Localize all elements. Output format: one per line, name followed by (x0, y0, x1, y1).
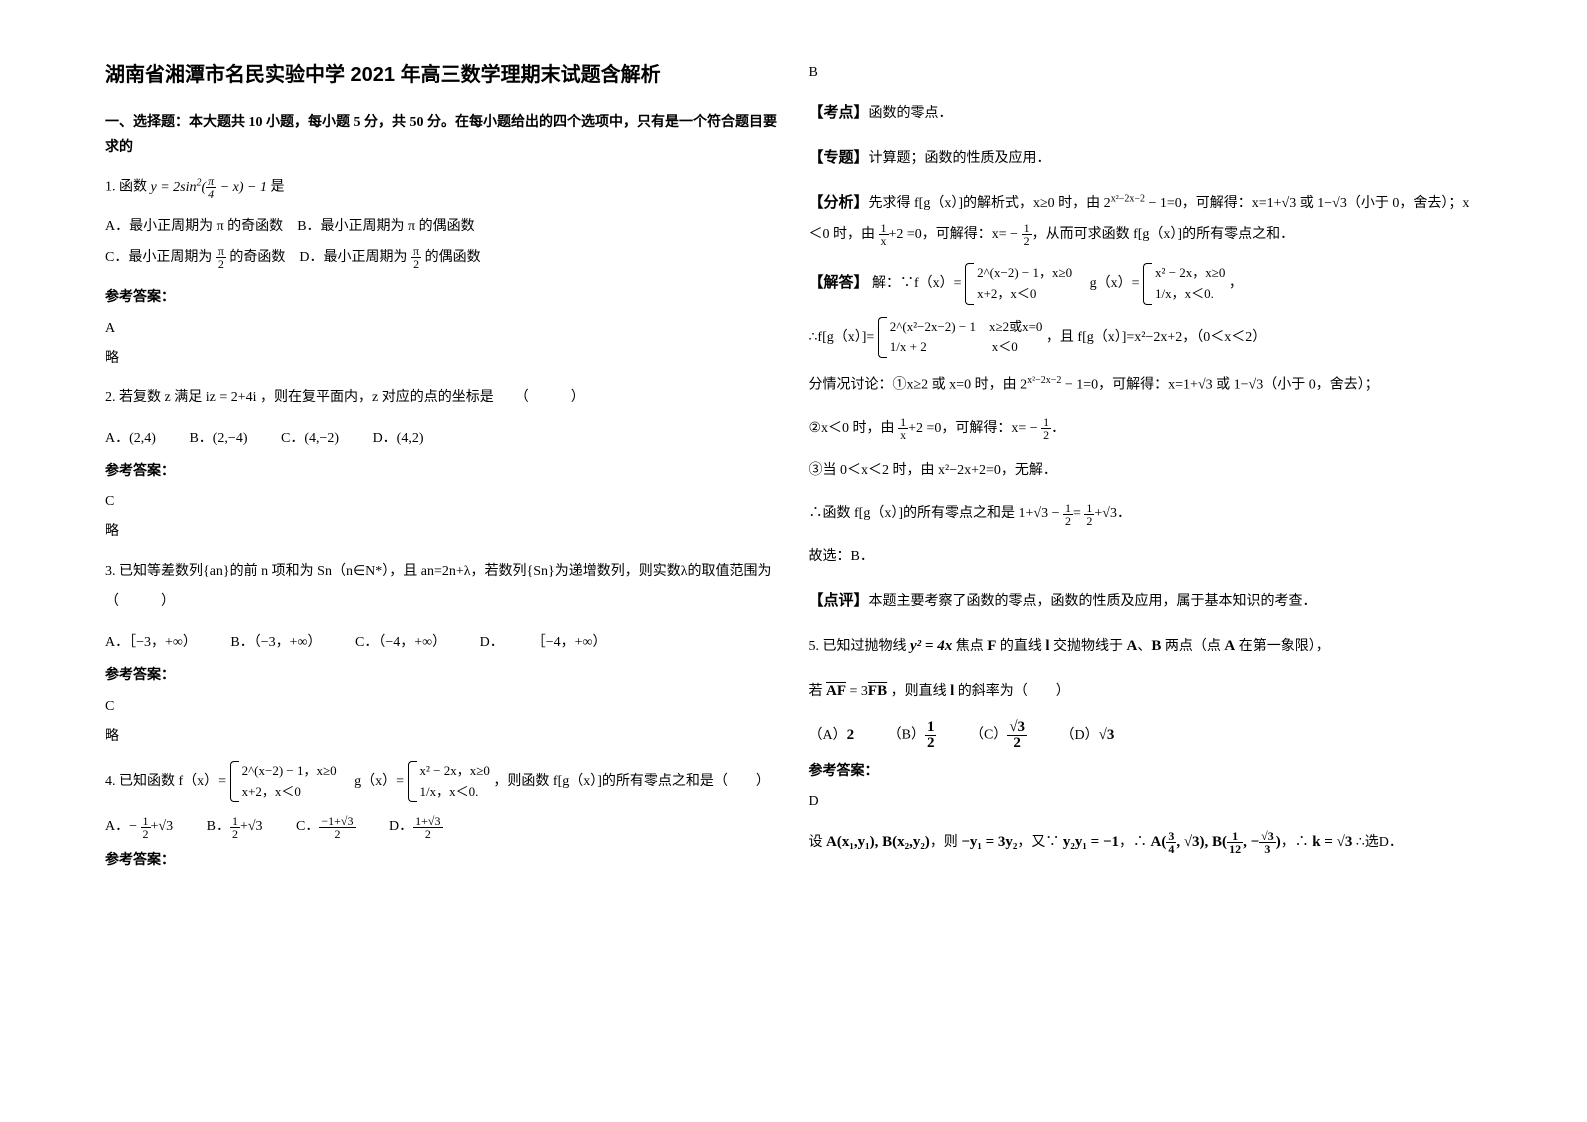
q2-answer: C (105, 489, 779, 514)
q4-g-piecewise: x² − 2x，x≥0 1/x，x＜0. (408, 761, 490, 803)
q4-option-d: D．1+√32 (389, 814, 442, 839)
q3-option-c: C．（−4，+∞） (355, 630, 446, 655)
analysis-special: 【专题】计算题；函数的性质及应用． (809, 142, 1483, 175)
solve-g-piecewise: x² − 2x，x≥0 1/x，x＜0. (1143, 263, 1225, 305)
q3-note: 略 (105, 724, 779, 749)
q3-option-a: A．［−3，+∞） (105, 630, 197, 655)
question-1: 1. 函数 y = 2sin2(π4 − x) − 1 是 A．最小正周期为 π… (105, 172, 779, 273)
q2-option-c: C．(4,−2) (281, 426, 339, 451)
q4-f-piecewise: 2^(x−2) − 1，x≥0 x+2，x＜0 (230, 761, 337, 803)
q1-answer: A (105, 316, 779, 341)
q4-g-prefix: g（x）= (340, 774, 404, 789)
q4-option-c: C．−1+√32 (296, 814, 355, 839)
q5-options: （A）2 （B）12 （C）√32 （D）√3 (809, 720, 1483, 751)
question-2: 2. 若复数 z 满足 iz = 2+4i ，则在复平面内，z 对应的点的坐标是… (105, 383, 779, 414)
q5-option-b: （B）12 (888, 720, 937, 751)
q3-options: A．［−3，+∞） B．（−3，+∞） C．（−4，+∞） D． ［−4，+∞） (105, 630, 779, 655)
q2-option-d: D．(4,2) (373, 426, 424, 451)
q4-options: A．− 12+√3 B．12+√3 C．−1+√32 D．1+√32 (105, 814, 779, 839)
q5-option-c: （C）√32 (970, 720, 1027, 751)
solve-comma: ， (1229, 276, 1243, 291)
q4-answer: B (809, 60, 1483, 85)
analysis-comment: 【点评】本题主要考察了函数的零点，函数的性质及应用，属于基本知识的考查． (809, 585, 1483, 618)
q1-note: 略 (105, 346, 779, 371)
question-4: 4. 已知函数 f（x）= 2^(x−2) − 1，x≥0 x+2，x＜0 g（… (105, 761, 779, 803)
q2-option-b: B．(2,−4) (189, 426, 247, 451)
solve-f-piecewise: 2^(x−2) − 1，x≥0 x+2，x＜0 (965, 263, 1072, 305)
q2-note: 略 (105, 519, 779, 544)
q3-answer-label: 参考答案： (105, 663, 779, 688)
q4-stem-suffix: ，则函数 f[g（x）]的所有零点之和是（ ） (493, 774, 770, 789)
analysis-solve: 【解答】 解：∵f（x）= 2^(x−2) − 1，x≥0 x+2，x＜0 g（… (809, 263, 1483, 305)
q1-stem-suffix: 是 (270, 180, 284, 195)
right-column: B 【考点】函数的零点． 【专题】计算题；函数的性质及应用． 【分析】先求得 f… (794, 60, 1498, 1062)
q3-option-b: B．（−3，+∞） (230, 630, 321, 655)
q1-options: A．最小正周期为 π 的奇函数 B．最小正周期为 π 的偶函数 C．最小正周期为… (105, 212, 779, 274)
q5-explanation: 设 A(x₁,y₁), B(x₂,y₂)，则 −y₁ = 3y₂，又∵ y₂y₁… (809, 826, 1483, 859)
analysis-choose: 故选：B． (809, 542, 1483, 573)
q2-options: A．(2,4) B．(2,−4) C．(4,−2) D．(4,2) (105, 426, 779, 451)
analysis-topic: 【考点】函数的零点． (809, 97, 1483, 130)
q5-option-d: （D）√3 (1061, 722, 1115, 749)
q4-option-a: A．− 12+√3 (105, 814, 173, 839)
q1-formula: y = 2sin2(π4 − x) − 1 (151, 180, 267, 195)
q1-stem-prefix: 1. 函数 (105, 180, 147, 195)
left-column: 湖南省湘潭市名民实验中学 2021 年高三数学理期末试题含解析 一、选择题：本大… (90, 60, 794, 1062)
q1-option-c: C．最小正周期为 π2 的奇函数 D．最小正周期为 π2 的偶函数 (105, 243, 779, 274)
analysis-case2: ②x＜0 时，由 1x+2 =0，可解得：x= − 12． (809, 414, 1483, 445)
q5-option-a: （A）2 (809, 722, 855, 749)
section-1-heading: 一、选择题：本大题共 10 小题，每小题 5 分，共 50 分。在每小题给出的四… (105, 110, 779, 160)
q1-answer-label: 参考答案： (105, 285, 779, 310)
fg-piecewise: 2^(x²−2x−2) − 1 x≥2或x=0 1/x + 2 x＜0 (878, 317, 1043, 359)
document-title: 湖南省湘潭市名民实验中学 2021 年高三数学理期末试题含解析 (105, 60, 779, 90)
q1-option-a: A．最小正周期为 π 的奇函数 B．最小正周期为 π 的偶函数 (105, 212, 779, 243)
q3-answer: C (105, 694, 779, 719)
q5-answer-label: 参考答案： (809, 759, 1483, 784)
question-5: 5. 已知过抛物线 y² = 4x 焦点 F 的直线 l 交抛物线于 A、B 两… (809, 630, 1483, 663)
analysis-conclusion: ∴函数 f[g（x）]的所有零点之和是 1+√3 − 12= 12+√3． (809, 499, 1483, 530)
q4-stem-prefix: 4. 已知函数 f（x）= (105, 774, 226, 789)
q5-answer: D (809, 789, 1483, 814)
q5-cond: 若 AF = 3FB ，则直线 l 的斜率为（ ） (809, 675, 1483, 708)
q2-option-a: A．(2,4) (105, 426, 156, 451)
analysis-fg: ∴f[g（x）]= 2^(x²−2x−2) − 1 x≥2或x=0 1/x + … (809, 317, 1483, 359)
q2-answer-label: 参考答案： (105, 459, 779, 484)
analysis-case1: 分情况讨论：①x≥2 或 x=0 时，由 2x²−2x−2 − 1=0，可解得：… (809, 370, 1483, 401)
analysis-case3: ③当 0＜x＜2 时，由 x²−2x+2=0，无解． (809, 456, 1483, 487)
q4-option-b: B．12+√3 (207, 814, 263, 839)
q4-answer-label: 参考答案： (105, 848, 779, 873)
q3-option-d: D． ［−4，+∞） (480, 630, 607, 655)
analysis-analyze: 【分析】先求得 f[g（x）]的解析式，x≥0 时，由 2x²−2x−2 − 1… (809, 187, 1483, 251)
question-3: 3. 已知等差数列{an}的前 n 项和为 Sn（n∈N*），且 an=2n+λ… (105, 557, 779, 619)
